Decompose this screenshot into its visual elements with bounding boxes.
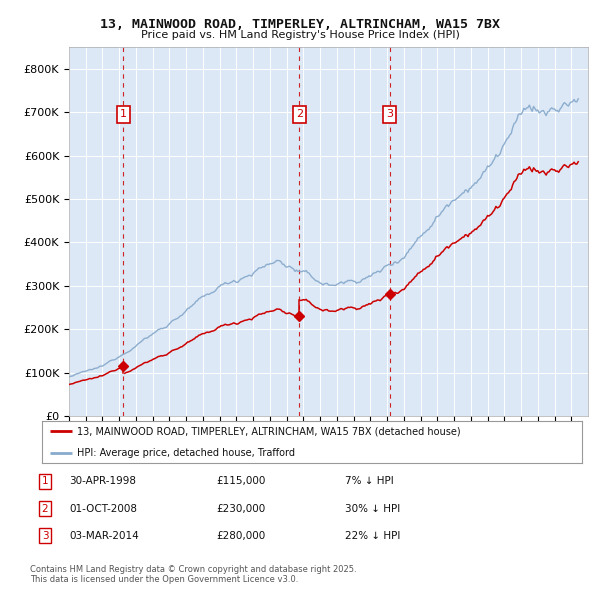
Text: 13, MAINWOOD ROAD, TIMPERLEY, ALTRINCHAM, WA15 7BX: 13, MAINWOOD ROAD, TIMPERLEY, ALTRINCHAM… [100, 18, 500, 31]
Text: 1: 1 [41, 477, 49, 486]
Text: 2: 2 [296, 109, 303, 119]
Text: 3: 3 [41, 531, 49, 540]
Text: 22% ↓ HPI: 22% ↓ HPI [345, 531, 400, 540]
Text: £115,000: £115,000 [216, 477, 265, 486]
Text: £230,000: £230,000 [216, 504, 265, 513]
Text: 1: 1 [120, 109, 127, 119]
Text: 03-MAR-2014: 03-MAR-2014 [69, 531, 139, 540]
Text: 01-OCT-2008: 01-OCT-2008 [69, 504, 137, 513]
Text: Price paid vs. HM Land Registry's House Price Index (HPI): Price paid vs. HM Land Registry's House … [140, 30, 460, 40]
Text: 3: 3 [386, 109, 394, 119]
Text: Contains HM Land Registry data © Crown copyright and database right 2025.
This d: Contains HM Land Registry data © Crown c… [30, 565, 356, 584]
Text: 7% ↓ HPI: 7% ↓ HPI [345, 477, 394, 486]
Text: 30-APR-1998: 30-APR-1998 [69, 477, 136, 486]
Text: HPI: Average price, detached house, Trafford: HPI: Average price, detached house, Traf… [77, 448, 295, 457]
Text: 2: 2 [41, 504, 49, 513]
Text: £280,000: £280,000 [216, 531, 265, 540]
Text: 13, MAINWOOD ROAD, TIMPERLEY, ALTRINCHAM, WA15 7BX (detached house): 13, MAINWOOD ROAD, TIMPERLEY, ALTRINCHAM… [77, 427, 461, 436]
Text: 30% ↓ HPI: 30% ↓ HPI [345, 504, 400, 513]
